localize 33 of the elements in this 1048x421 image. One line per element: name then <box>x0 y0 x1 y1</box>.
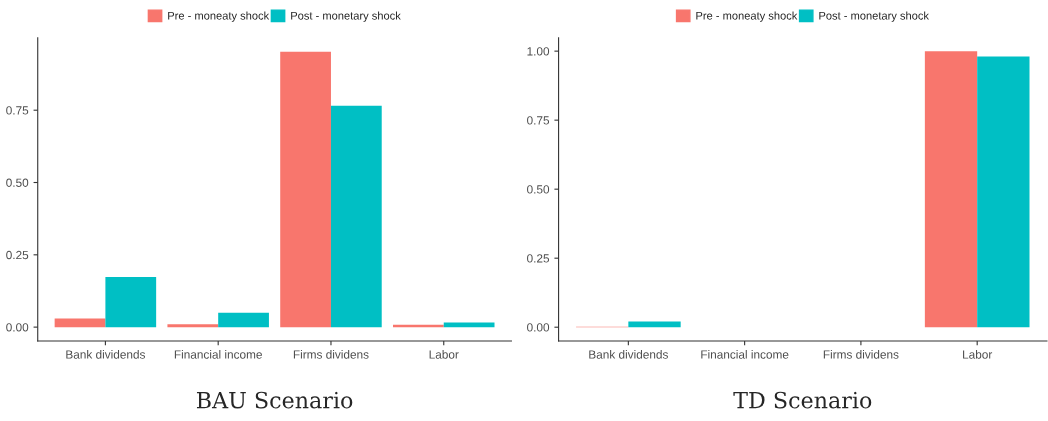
x-tick-label: Labor <box>963 350 993 359</box>
text: BAU Scenario <box>196 391 353 409</box>
y-tick-label: 0.25 <box>527 254 550 263</box>
x-tick-label: Firms dividens <box>293 350 369 359</box>
bar <box>167 324 219 328</box>
x-tick-label: Financial income <box>701 350 789 359</box>
y-tick-label: 0.75 <box>527 116 550 125</box>
x-tick-label: Labor <box>429 350 459 359</box>
bar <box>105 277 157 328</box>
legend-label: Post - monetary shock <box>291 11 401 22</box>
bar <box>54 318 106 328</box>
bar <box>443 322 495 328</box>
legend-label: Pre - moneaty shock <box>168 11 270 22</box>
bar <box>280 51 331 328</box>
x-tick-label: Firms dividens <box>823 350 899 359</box>
y-tick-label: 1.00 <box>527 47 550 56</box>
bar <box>628 321 681 328</box>
y-tick-label: 0.50 <box>6 178 29 187</box>
x-tick-label: Bank dividends <box>66 350 146 359</box>
bar <box>330 105 382 328</box>
bar <box>924 51 978 328</box>
x-tick-label: Bank dividends <box>589 350 668 359</box>
text: TD Scenario <box>733 391 872 409</box>
bar <box>218 312 269 328</box>
y-tick-label: 0.25 <box>6 250 29 260</box>
legend-label: Pre - moneaty shock <box>696 11 798 22</box>
y-tick-label: 0.75 <box>6 106 29 115</box>
legend-label: Post - monetary shock <box>819 11 929 22</box>
y-tick-label: 0.50 <box>527 185 550 194</box>
x-tick-label: Financial income <box>174 350 262 359</box>
y-tick-label: 0.00 <box>6 323 29 332</box>
y-tick-label: 0.00 <box>527 323 550 332</box>
bar <box>977 56 1030 328</box>
